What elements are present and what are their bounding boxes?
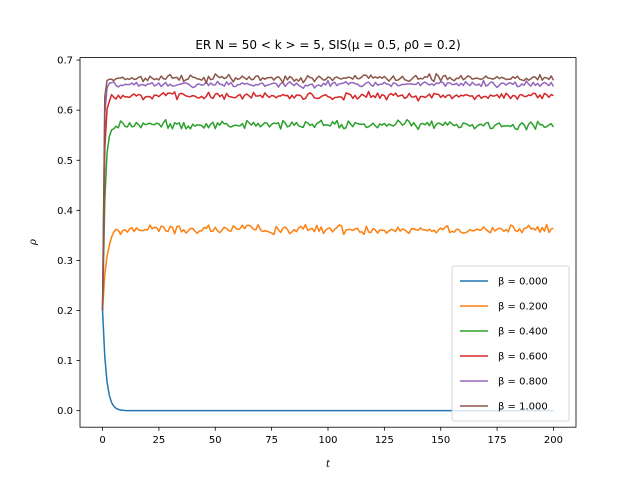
legend-label: β = 0.800 [498,377,548,388]
series-line [101,90,554,311]
series-line [101,118,555,311]
x-tick-label: 175 [488,435,507,446]
x-tick-label: 50 [209,435,222,446]
x-axis-ticks: 0 25 50 75 100 125 150 175 200 [99,427,563,446]
x-tick-label: 150 [431,435,450,446]
y-tick-label: 0.2 [57,306,73,317]
series-line [101,73,555,311]
y-tick-label: 0.3 [57,256,73,267]
x-tick-label: 125 [375,435,394,446]
x-tick-label: 200 [544,435,563,446]
series-line [101,223,554,311]
x-tick-label: 0 [99,435,105,446]
legend-label: β = 0.600 [498,352,548,363]
y-axis-ticks: 0.0 0.1 0.2 0.3 0.4 0.5 0.6 0.7 [57,56,80,417]
y-axis-label: ρ [28,239,39,246]
legend-label: β = 0.200 [498,302,548,313]
y-tick-label: 0.4 [57,206,73,217]
y-tick-label: 0.7 [57,56,73,67]
x-tick-label: 25 [153,435,166,446]
y-tick-label: 0.5 [57,156,73,167]
legend-label: β = 0.000 [498,277,548,288]
y-tick-label: 0.6 [57,106,73,117]
series-line [101,79,555,311]
x-tick-label: 75 [265,435,278,446]
legend: β = 0.000 β = 0.200 β = 0.400 β = 0.600 β = … [451,265,570,422]
y-tick-label: 0.0 [57,406,73,417]
legend-label: β = 1.000 [498,402,548,413]
y-tick-label: 0.1 [57,356,73,367]
legend-label: β = 0.400 [498,327,548,338]
legend-box [451,265,570,422]
x-axis-label: t [326,459,331,470]
chart-title: ER N = 50 < k > = 5, SIS(μ = 0.5, ρ0 = 0… [195,38,460,52]
x-tick-label: 100 [318,435,337,446]
